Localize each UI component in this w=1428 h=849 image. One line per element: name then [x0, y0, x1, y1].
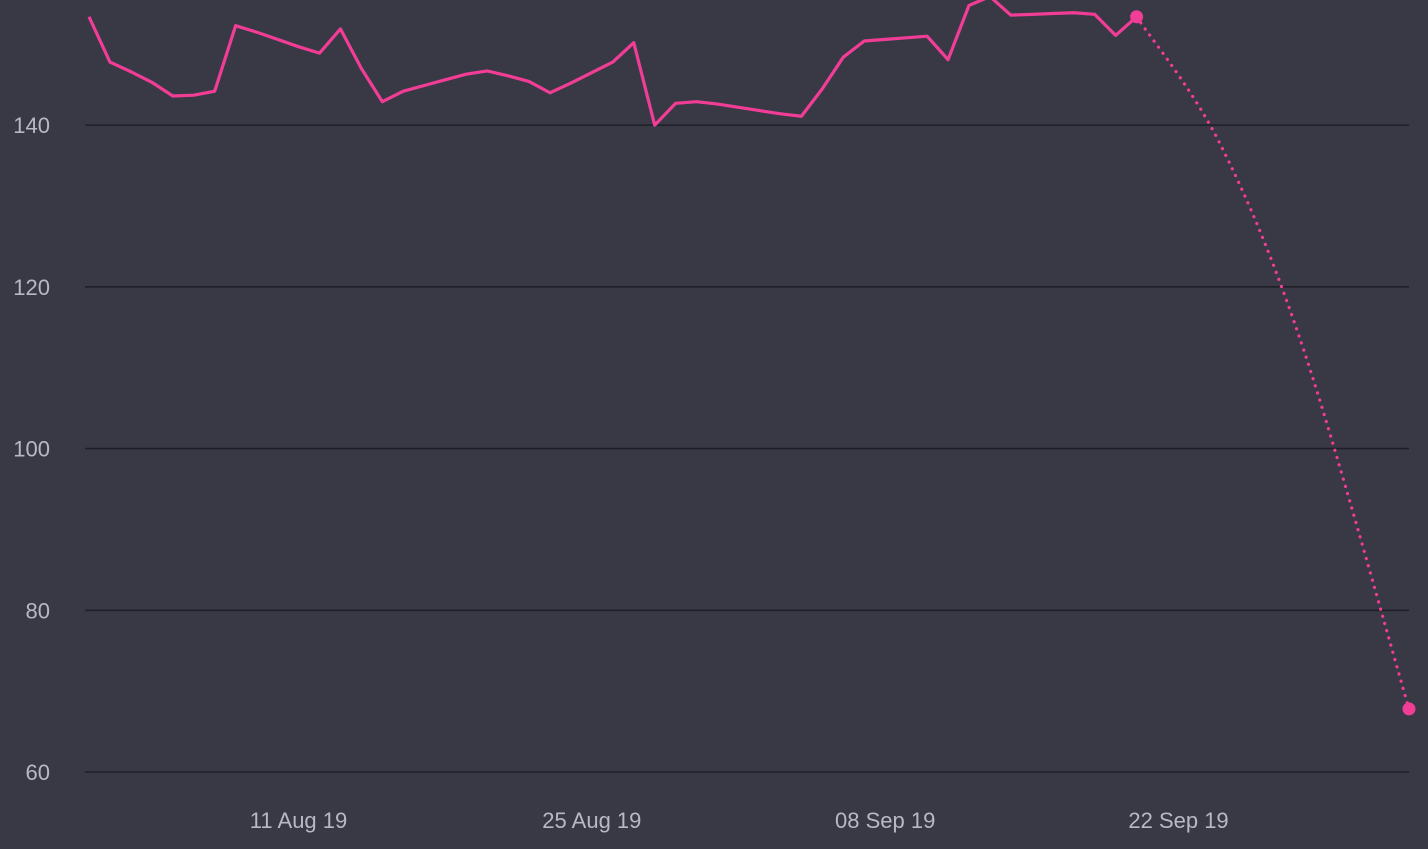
series-line [87, 0, 1138, 127]
x-tick-label: 11 Aug 19 [250, 808, 347, 833]
y-tick-label: 60 [26, 760, 50, 785]
series-layer [87, 0, 1416, 716]
x-tick-label: 22 Sep 19 [1128, 808, 1228, 833]
y-axis-ticks: 60 80 100 120 140 [13, 113, 50, 785]
data-point-marker [1130, 10, 1144, 24]
y-tick-label: 140 [13, 113, 50, 138]
y-tick-label: 120 [13, 275, 50, 300]
series-line-dotted [1135, 15, 1411, 711]
y-tick-label: 100 [13, 437, 50, 462]
grid-lines [85, 124, 1409, 773]
y-tick-label: 80 [26, 598, 50, 623]
x-tick-label: 08 Sep 19 [835, 808, 935, 833]
x-tick-label: 25 Aug 19 [542, 808, 641, 833]
data-point-marker [1402, 702, 1416, 716]
x-axis-ticks: 11 Aug 19 25 Aug 19 08 Sep 19 22 Sep 19 [250, 808, 1229, 833]
